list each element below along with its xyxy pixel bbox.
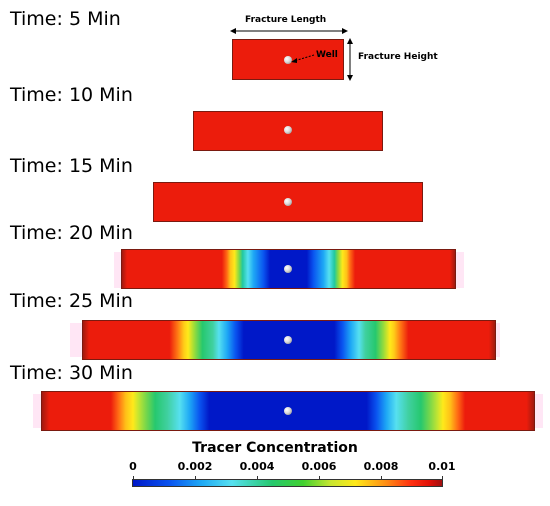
time-label-5min: Time: 5 Min <box>10 8 121 30</box>
well-25min <box>284 336 292 344</box>
time-label-30min: Time: 30 Min <box>10 362 133 384</box>
well-pointer-arrow <box>291 54 315 63</box>
colorbar-title: Tracer Concentration <box>192 440 358 456</box>
well-10min <box>284 126 292 134</box>
colorbar-tick-mark <box>319 476 320 479</box>
colorbar-tick-mark <box>133 476 134 479</box>
fracture-length-arrow <box>230 28 348 34</box>
colorbar-tick-0-01: 0.01 <box>428 460 456 473</box>
well-5min <box>284 56 292 64</box>
colorbar-tick-0-002: 0.002 <box>177 460 213 473</box>
time-label-20min: Time: 20 Min <box>10 222 133 244</box>
fracture-height-label: Fracture Height <box>358 52 438 62</box>
colorbar-tick-mark <box>442 476 443 479</box>
colorbar-tick-0-006: 0.006 <box>301 460 337 473</box>
colorbar-tick-0-008: 0.008 <box>363 460 399 473</box>
time-label-15min: Time: 15 Min <box>10 155 133 177</box>
colorbar-tick-mark <box>257 476 258 479</box>
colorbar-tick-mark <box>195 476 196 479</box>
colorbar-tick-0: 0 <box>129 460 137 473</box>
well-30min <box>284 407 292 415</box>
fracture-length-label: Fracture Length <box>245 15 327 25</box>
colorbar-gradient <box>132 479 443 487</box>
time-label-25min: Time: 25 Min <box>10 290 133 312</box>
well-15min <box>284 198 292 206</box>
colorbar-tick-mark <box>381 476 382 479</box>
time-label-10min: Time: 10 Min <box>10 84 133 106</box>
well-20min <box>284 265 292 273</box>
colorbar-tick-0-004: 0.004 <box>239 460 275 473</box>
fracture-height-arrow <box>347 38 353 81</box>
well-label: Well <box>316 50 338 60</box>
